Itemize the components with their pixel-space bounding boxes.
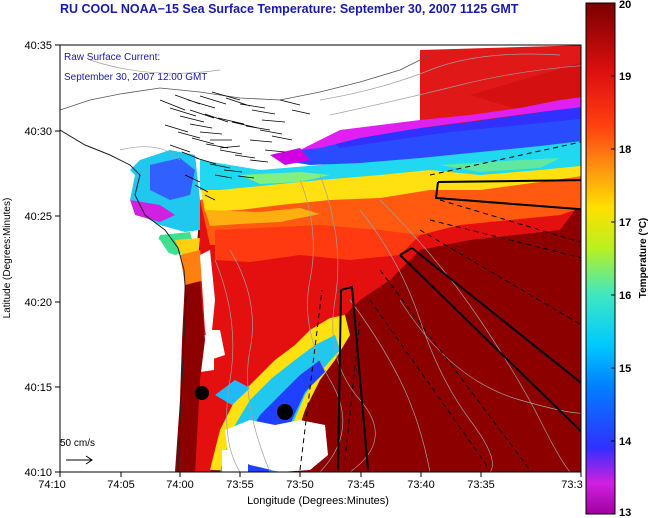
colorbar: 20 19 18 17 16 15 14 13 Temperature (°C) <box>585 0 649 518</box>
colorbar-tick-label: 14 <box>619 436 632 448</box>
x-tick-label: 74:10 <box>38 479 66 491</box>
current-label-line2: September 30, 2007 12:00 GMT <box>64 72 207 83</box>
x-axis-label: Longitude (Degrees:Minutes) <box>247 495 389 507</box>
plot-frame <box>59 44 582 473</box>
y-tick-marks <box>55 44 60 473</box>
colorbar-tick-label: 16 <box>619 290 631 302</box>
colorbar-tick-label: 20 <box>619 0 631 11</box>
y-tick-label: 40:10 <box>24 467 52 479</box>
scale-vector-label: 50 cm/s <box>60 438 95 449</box>
colorbar-tick-label: 19 <box>619 71 631 83</box>
colorbar-tick-label: 13 <box>619 507 631 518</box>
colorbar-tick-label: 15 <box>619 363 631 375</box>
no-data-patch <box>225 420 328 472</box>
colorbar-label: Temperature (°C) <box>638 218 649 299</box>
x-tick-label: 73:55 <box>226 479 254 491</box>
bathymetry-contours <box>89 53 581 472</box>
station-marker <box>277 404 293 420</box>
surface-current-vectors <box>159 91 311 201</box>
land-new-york-bay <box>60 45 420 130</box>
scale-vector-arrow <box>66 455 93 465</box>
x-tick-label: 74:00 <box>166 479 194 491</box>
y-tick-label: 40:20 <box>24 297 52 309</box>
colorbar-tick-label: 18 <box>619 144 631 156</box>
x-tick-label: 73:35 <box>467 479 495 491</box>
y-axis-label: Latitude (Degrees:Minutes) <box>2 198 13 319</box>
x-tick-label: 73:3 <box>561 479 582 491</box>
x-tick-label: 73:50 <box>286 479 314 491</box>
map-area <box>60 45 581 472</box>
map-title: RU COOL NOAA−15 Sea Surface Temperature:… <box>60 2 519 16</box>
station-marker <box>195 386 209 400</box>
y-tick-label: 40:35 <box>24 40 52 52</box>
x-tick-marks <box>59 472 582 477</box>
y-tick-label: 40:30 <box>24 126 52 138</box>
land-new-jersey <box>60 130 182 472</box>
y-tick-label: 40:25 <box>24 211 52 223</box>
x-tick-label: 73:40 <box>407 479 435 491</box>
colorbar-gradient <box>585 2 616 515</box>
y-tick-label: 40:15 <box>24 382 52 394</box>
x-tick-label: 74:05 <box>107 479 135 491</box>
transect-lines <box>299 141 581 471</box>
x-tick-labels: 74:10 74:05 74:00 73:55 73:50 73:45 73:4… <box>38 479 582 491</box>
sst-yellow-band <box>200 163 581 212</box>
x-tick-label: 73:45 <box>347 479 375 491</box>
sst-magenta-edge <box>300 97 581 150</box>
y-tick-labels: 40:35 40:30 40:25 40:20 40:15 40:10 <box>24 40 52 479</box>
coastline <box>60 129 187 472</box>
colorbar-tick-label: 17 <box>619 217 631 229</box>
sst-nearshore-warm <box>175 280 205 472</box>
current-label-line1: Raw Surface Current: <box>64 52 160 63</box>
